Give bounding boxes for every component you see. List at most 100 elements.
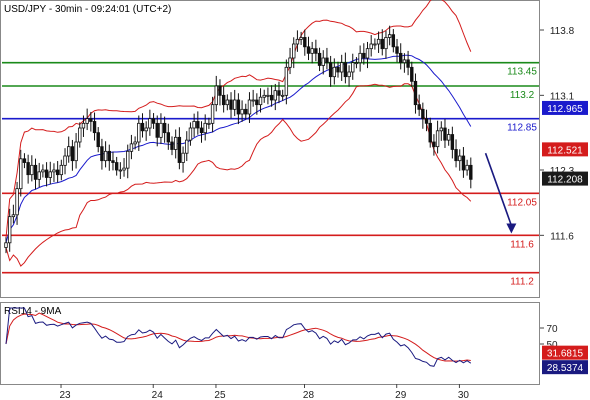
candle-body: [218, 85, 222, 96]
candle-body: [373, 43, 377, 46]
rsi-y-tick-label-0: 70: [546, 324, 558, 335]
candle-body: [454, 149, 458, 162]
candle: [155, 115, 159, 147]
candle: [19, 149, 23, 197]
candle-body: [199, 127, 204, 134]
candle: [347, 65, 351, 87]
y-tick-label-3: 111.6: [550, 231, 574, 242]
candle: [280, 89, 285, 101]
candle-body: [11, 214, 16, 218]
candle: [52, 163, 56, 182]
candle: [196, 111, 200, 135]
candle: [166, 123, 171, 150]
candle: [185, 131, 189, 162]
candle: [240, 100, 244, 122]
y-tick-label-0: 113.8: [550, 26, 575, 37]
candle-body: [74, 141, 78, 162]
candle-body: [369, 43, 373, 50]
candle-body: [354, 62, 359, 65]
candle: [292, 37, 296, 69]
candle: [413, 73, 418, 114]
candle: [210, 96, 215, 133]
candle: [465, 159, 469, 176]
candle-body: [188, 127, 193, 141]
candle: [15, 181, 19, 225]
candle: [30, 155, 34, 182]
candle: [218, 79, 222, 106]
candle: [148, 109, 152, 136]
candle: [469, 157, 473, 189]
candle: [255, 93, 259, 115]
candle-body: [89, 118, 93, 122]
projection-arrow-head: [506, 223, 517, 234]
candle-body: [122, 167, 126, 171]
candle: [450, 126, 455, 159]
candle: [446, 128, 451, 146]
candle-body: [55, 169, 60, 176]
candle-body: [310, 48, 314, 54]
candle-body: [406, 59, 410, 68]
candle-body: [118, 169, 123, 172]
candle: [151, 113, 156, 129]
candle-body: [351, 62, 355, 73]
candle: [4, 237, 8, 254]
rsi-tag-box-1: [542, 360, 588, 375]
price-tag-label-1: 112.521: [547, 145, 583, 156]
candle: [118, 162, 123, 179]
candle-body: [210, 104, 215, 124]
candle-body: [284, 66, 289, 96]
candle-body: [376, 38, 381, 45]
candle: [41, 164, 45, 178]
candle: [181, 146, 185, 173]
candle-body: [428, 122, 432, 143]
candle-body: [81, 122, 86, 129]
candle: [129, 134, 134, 160]
candle: [89, 111, 93, 132]
candle: [358, 45, 362, 72]
candle-body: [299, 37, 303, 40]
candle-body: [413, 80, 418, 106]
chart-title: USD/JPY - 30min - 09:24:01 (UTC+2): [4, 4, 171, 15]
rsi-y-tick-label-1: 50: [546, 340, 558, 351]
candle-body: [192, 121, 196, 129]
projection-arrow: [484, 152, 517, 234]
candle: [365, 41, 370, 69]
candle: [391, 29, 396, 53]
candle-body: [399, 52, 403, 64]
candle-body: [424, 118, 429, 124]
x-tick-label-29: 29: [395, 390, 407, 400]
candle: [188, 122, 193, 146]
candle: [55, 161, 60, 183]
candle: [63, 148, 67, 175]
candle: [258, 88, 263, 113]
candle-body: [266, 94, 270, 97]
rsi-ma-line: [5, 312, 471, 362]
price-axis: 113.8 113.1 112.3 111.6: [540, 26, 575, 242]
candle-body: [325, 57, 329, 64]
candle: [362, 43, 366, 65]
candle: [461, 147, 466, 178]
candle: [203, 114, 207, 141]
candle: [332, 58, 337, 85]
candle: [221, 86, 226, 113]
candle: [236, 93, 241, 125]
candle-body: [41, 169, 45, 173]
candle: [373, 38, 377, 50]
candle: [247, 92, 252, 123]
candle: [354, 57, 359, 69]
candle-body: [336, 66, 340, 73]
x-tick-label-23: 23: [59, 390, 71, 400]
candle: [159, 113, 163, 145]
candle-body: [358, 52, 362, 64]
candle: [100, 138, 104, 170]
candle-body: [450, 134, 455, 150]
candle: [96, 127, 100, 153]
candle-body: [78, 127, 82, 143]
candle-body: [148, 118, 152, 129]
candle-body: [443, 127, 447, 141]
candle: [74, 133, 78, 169]
level-label-5: 111.2: [510, 277, 534, 288]
candle: [207, 117, 211, 129]
candle-body: [306, 46, 311, 54]
